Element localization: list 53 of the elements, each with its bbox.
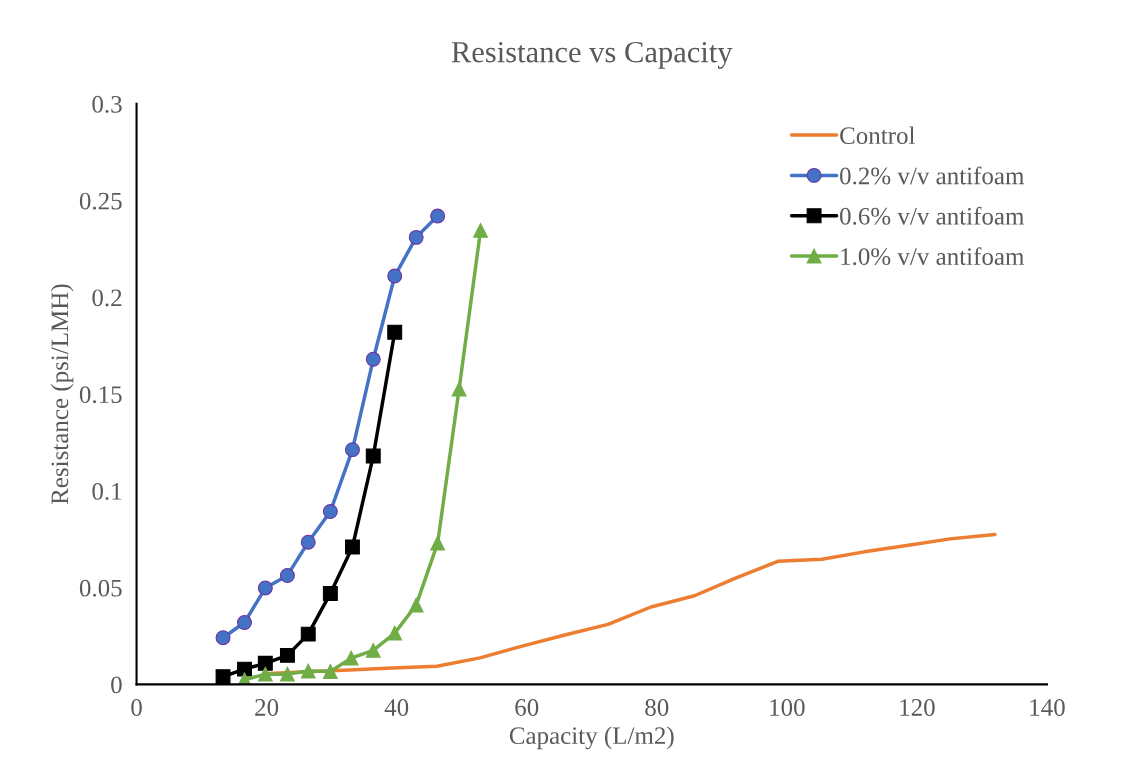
x-axis-title: Capacity (L/m2) xyxy=(509,726,674,750)
point xyxy=(365,351,381,367)
x-tick-label: 60 xyxy=(515,699,539,716)
point xyxy=(237,615,252,630)
x-tick-label: 0 xyxy=(131,699,142,716)
point xyxy=(257,655,273,671)
x-tick-label: 40 xyxy=(384,699,409,716)
chart-title: Resistance vs Capacity xyxy=(451,41,733,69)
legend-label: Control xyxy=(840,126,915,145)
y-axis-title: Resistance (psi/LMH) xyxy=(50,284,74,505)
y-tick-label: 0.25 xyxy=(79,192,122,210)
legend-label: 1.0% v/v antifoam xyxy=(841,247,1025,266)
legend-label: 0.2% v/v antifoam xyxy=(840,166,1025,185)
x-tick-label: 120 xyxy=(900,699,935,716)
point xyxy=(215,630,231,646)
point xyxy=(279,647,295,663)
point xyxy=(300,534,316,550)
point xyxy=(279,567,295,583)
point xyxy=(300,626,316,642)
point xyxy=(215,669,231,685)
point xyxy=(344,442,360,458)
point xyxy=(430,208,446,224)
x-tick-label: 140 xyxy=(1030,699,1065,716)
y-tick-label: 0.3 xyxy=(92,95,122,113)
point xyxy=(408,229,424,245)
point xyxy=(257,666,273,682)
point xyxy=(387,268,403,284)
y-tick-label: 0.15 xyxy=(79,386,122,404)
point xyxy=(365,448,381,464)
y-tick-label: 0.2 xyxy=(92,289,122,307)
point xyxy=(279,666,295,682)
y-tick-label: 0.1 xyxy=(92,482,122,500)
point xyxy=(237,661,252,677)
y-tick-label: 0.05 xyxy=(79,579,122,597)
point xyxy=(322,504,338,520)
point xyxy=(257,580,273,596)
point xyxy=(430,535,446,551)
point xyxy=(365,642,381,658)
point xyxy=(387,625,403,641)
legend-label: 0.6% v/v antifoam xyxy=(840,206,1025,225)
point xyxy=(300,663,316,679)
x-tick-label: 80 xyxy=(645,699,669,716)
point xyxy=(387,324,403,340)
point xyxy=(343,650,359,666)
y-tick-label: 0 xyxy=(111,676,122,694)
point xyxy=(322,585,338,601)
point xyxy=(344,539,360,555)
point xyxy=(408,597,424,613)
x-tick-label: 20 xyxy=(255,699,279,716)
point xyxy=(322,663,338,679)
point xyxy=(451,381,467,397)
x-tick-label: 100 xyxy=(770,699,805,716)
point xyxy=(473,222,489,238)
